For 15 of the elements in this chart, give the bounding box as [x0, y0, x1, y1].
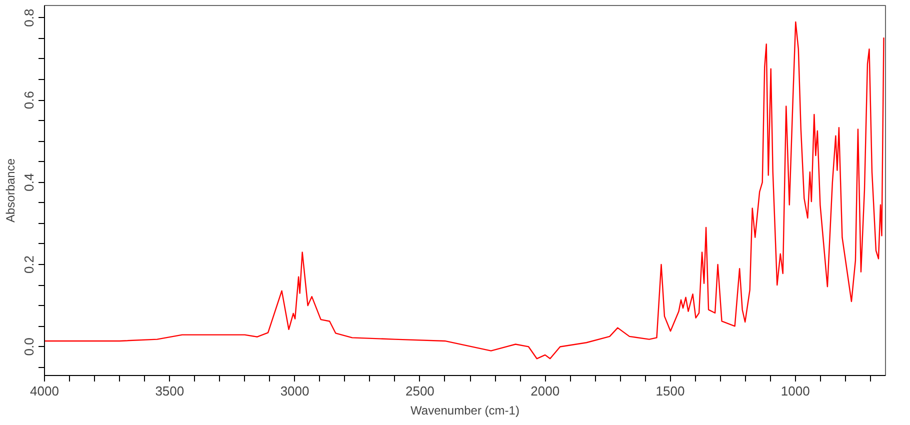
y-axis-title: Absorbance — [4, 158, 18, 223]
x-tick-label: 1500 — [656, 384, 685, 398]
y-tick-label: 0.0 — [22, 338, 36, 356]
x-tick-label: 1000 — [780, 384, 810, 398]
x-tick-label: 3000 — [280, 384, 310, 398]
y-tick-label: 0.8 — [22, 8, 36, 27]
line-series — [44, 21, 884, 360]
x-tick-label: 2000 — [530, 384, 560, 398]
x-axis-title: Wavenumber (cm-1) — [410, 404, 520, 418]
y-tick-label: 0.4 — [22, 173, 36, 192]
x-tick-label: 4000 — [30, 384, 59, 398]
x-tick-label: 2500 — [405, 384, 434, 398]
x-tick-label: 3500 — [155, 384, 184, 398]
y-tick-label: 0.2 — [22, 255, 36, 274]
y-tick-label: 0.6 — [22, 91, 36, 110]
